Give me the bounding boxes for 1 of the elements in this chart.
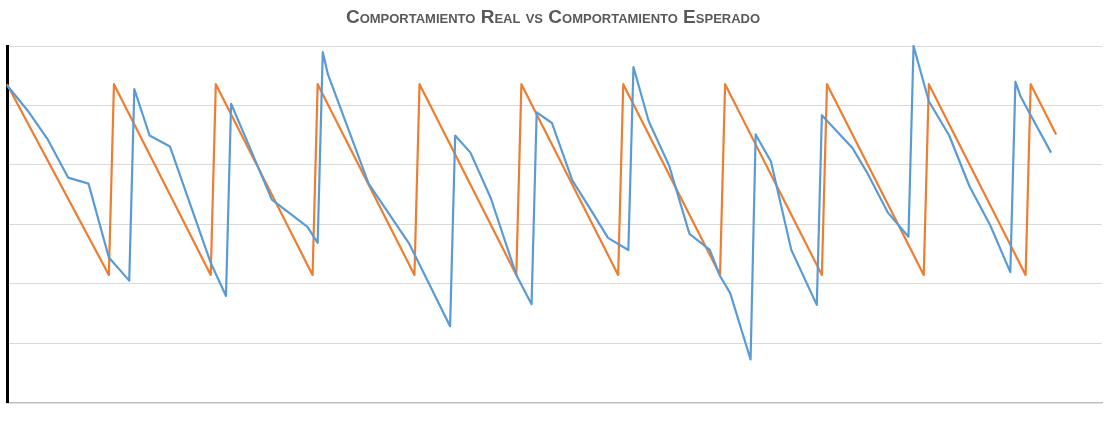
chart-title: Comportamiento Real vs Comportamiento Esperado	[344, 6, 762, 28]
